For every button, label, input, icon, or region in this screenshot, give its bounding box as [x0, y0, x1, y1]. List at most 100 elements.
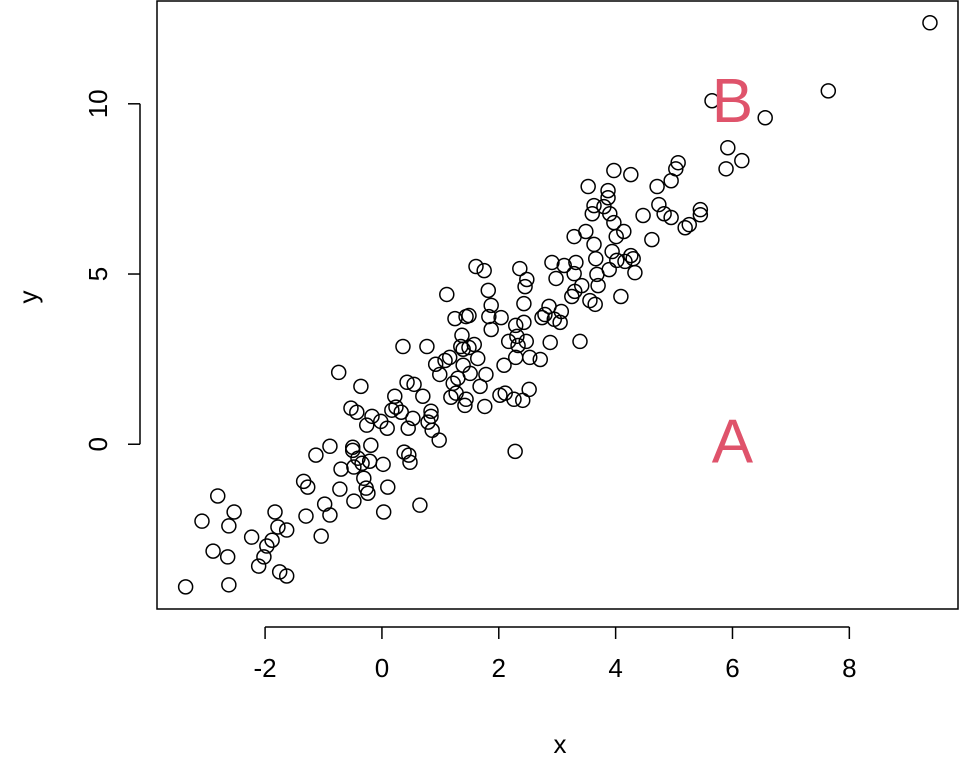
- x-tick-label: 0: [375, 653, 389, 683]
- point: [922, 15, 938, 31]
- point: [602, 206, 618, 222]
- point: [375, 504, 392, 520]
- point: [322, 507, 338, 523]
- point: [419, 338, 435, 355]
- point: [364, 408, 380, 425]
- point: [346, 459, 362, 475]
- point: [349, 404, 365, 420]
- point: [356, 470, 372, 487]
- point: [548, 270, 564, 287]
- point: [566, 265, 582, 282]
- point: [344, 439, 361, 456]
- point: [322, 438, 338, 455]
- point: [512, 260, 528, 277]
- point: [500, 333, 517, 350]
- point: [388, 399, 404, 415]
- point: [537, 306, 553, 323]
- point: [509, 328, 525, 345]
- point: [462, 365, 478, 382]
- point: [651, 196, 667, 213]
- point: [635, 207, 651, 224]
- point: [396, 444, 412, 460]
- point: [584, 206, 601, 222]
- point: [644, 231, 660, 248]
- point: [219, 549, 236, 565]
- point: [573, 277, 590, 294]
- point: [423, 403, 439, 419]
- point: [415, 388, 431, 404]
- point: [586, 236, 602, 253]
- point: [250, 558, 267, 574]
- point: [243, 529, 260, 545]
- point: [580, 178, 596, 195]
- point: [468, 258, 484, 275]
- plot-box: [156, 0, 959, 610]
- point: [226, 504, 242, 520]
- point: [470, 350, 486, 367]
- point: [333, 461, 349, 477]
- point: [718, 161, 734, 177]
- point: [439, 286, 455, 303]
- point: [617, 253, 633, 270]
- point: [553, 303, 570, 320]
- y-axis-label: y: [13, 291, 43, 304]
- point: [704, 92, 720, 109]
- point: [401, 447, 417, 463]
- point: [445, 375, 461, 392]
- point: [578, 223, 594, 240]
- point: [400, 420, 416, 436]
- point: [627, 264, 643, 281]
- point: [424, 422, 440, 439]
- point: [395, 338, 411, 355]
- point: [518, 333, 534, 350]
- point: [308, 447, 324, 463]
- point: [542, 334, 558, 351]
- point: [623, 166, 639, 183]
- point: [692, 207, 709, 223]
- point: [256, 549, 272, 565]
- point: [406, 376, 422, 393]
- point: [681, 216, 697, 233]
- point: [344, 442, 361, 459]
- point: [534, 309, 550, 326]
- point: [757, 110, 773, 126]
- point: [519, 271, 535, 288]
- point: [493, 309, 509, 326]
- point: [590, 277, 606, 294]
- point: [483, 297, 499, 314]
- point: [588, 250, 604, 267]
- point: [384, 402, 400, 418]
- point: [506, 391, 522, 408]
- point: [387, 388, 403, 404]
- point: [601, 261, 617, 278]
- point: [457, 397, 473, 414]
- annotation: B: [712, 67, 753, 136]
- point: [405, 410, 421, 427]
- point: [477, 398, 493, 415]
- point: [564, 288, 580, 305]
- point: [604, 243, 620, 260]
- point: [437, 352, 453, 369]
- point: [316, 496, 333, 512]
- point: [431, 432, 447, 448]
- point: [298, 508, 314, 524]
- point: [734, 152, 750, 169]
- point: [720, 139, 736, 156]
- y-tick-label: 5: [83, 267, 113, 281]
- point: [466, 336, 482, 353]
- point: [278, 568, 295, 584]
- y-tick-label: 0: [83, 437, 113, 451]
- point: [264, 532, 280, 548]
- point: [221, 518, 237, 534]
- point: [521, 381, 537, 398]
- point: [346, 493, 362, 509]
- point: [427, 356, 444, 372]
- x-tick-label: 6: [725, 653, 739, 683]
- point: [358, 417, 375, 433]
- point: [692, 201, 709, 218]
- point: [613, 288, 629, 305]
- point: [510, 337, 526, 354]
- point: [623, 247, 639, 264]
